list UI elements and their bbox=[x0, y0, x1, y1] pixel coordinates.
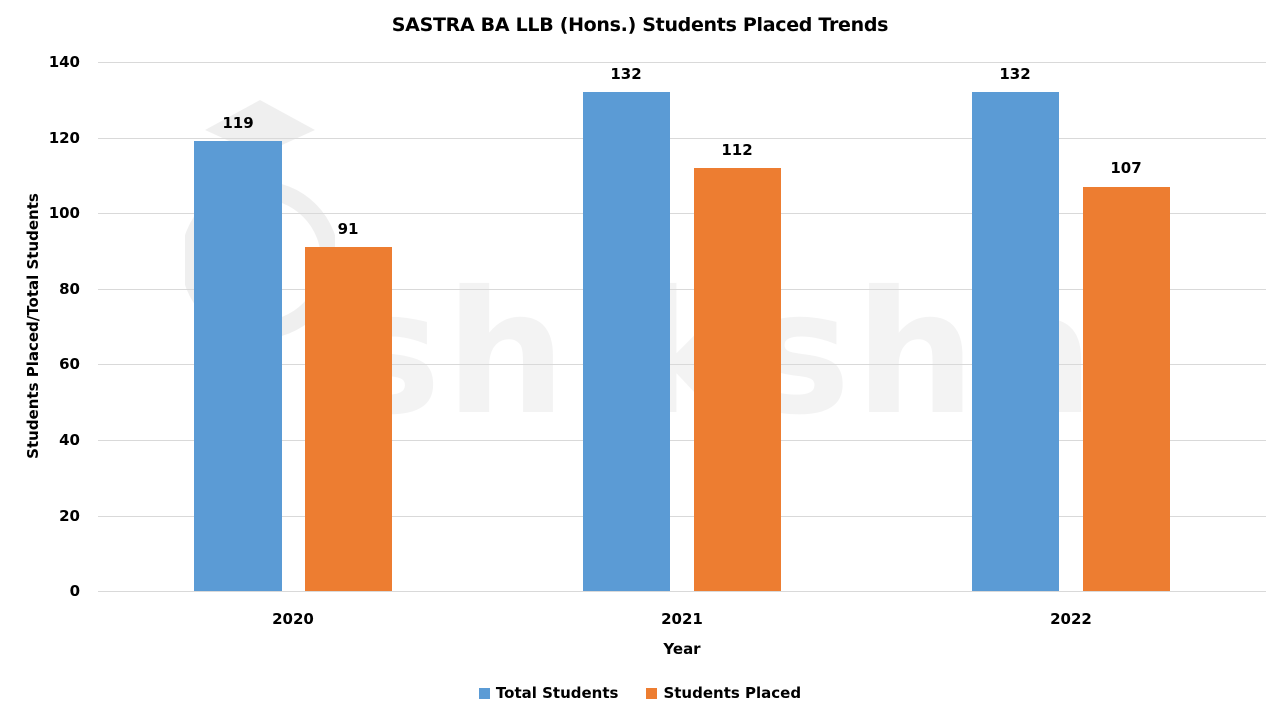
bar-students-placed-2022 bbox=[1083, 187, 1170, 591]
y-tick: 0 bbox=[69, 582, 80, 600]
x-tick: 2021 bbox=[661, 610, 703, 628]
gridline bbox=[98, 138, 1266, 139]
bar-label: 91 bbox=[337, 220, 359, 238]
legend: Total Students Students Placed bbox=[0, 684, 1280, 702]
y-tick: 80 bbox=[59, 280, 80, 298]
chart-title: SASTRA BA LLB (Hons.) Students Placed Tr… bbox=[391, 14, 889, 36]
y-tick: 140 bbox=[48, 53, 80, 71]
bar-total-students-2020 bbox=[194, 141, 282, 591]
bar-students-placed-2020 bbox=[305, 247, 392, 591]
legend-item-total-students: Total Students bbox=[478, 684, 619, 702]
gridline bbox=[98, 213, 1266, 214]
legend-swatch-icon bbox=[646, 687, 658, 699]
y-tick: 100 bbox=[48, 204, 80, 222]
y-tick: 120 bbox=[48, 129, 80, 147]
bar-students-placed-2021 bbox=[694, 168, 781, 591]
bar-label: 112 bbox=[721, 141, 753, 159]
legend-item-students-placed: Students Placed bbox=[646, 684, 801, 702]
y-tick: 60 bbox=[59, 355, 80, 373]
x-axis-line bbox=[98, 591, 1266, 592]
gridline bbox=[98, 440, 1266, 441]
gridline bbox=[98, 364, 1266, 365]
y-tick: 40 bbox=[59, 431, 80, 449]
gridline bbox=[98, 62, 1266, 63]
gridline bbox=[98, 516, 1266, 517]
y-tick: 20 bbox=[59, 507, 80, 525]
legend-label: Total Students bbox=[495, 684, 619, 702]
gridline bbox=[98, 289, 1266, 290]
bar-label: 132 bbox=[999, 65, 1031, 83]
legend-label: Students Placed bbox=[663, 684, 802, 702]
plot-area: 119 91 132 112 132 107 bbox=[98, 62, 1266, 592]
bar-total-students-2021 bbox=[583, 92, 670, 591]
y-axis-label: Students Placed/Total Students bbox=[24, 193, 42, 459]
bar-total-students-2022 bbox=[972, 92, 1059, 591]
x-tick: 2020 bbox=[272, 610, 314, 628]
x-tick: 2022 bbox=[1050, 610, 1092, 628]
bar-label: 107 bbox=[1110, 159, 1142, 177]
bar-label: 119 bbox=[222, 114, 254, 132]
bar-label: 132 bbox=[610, 65, 642, 83]
legend-swatch-icon bbox=[478, 687, 490, 699]
x-axis-label: Year bbox=[663, 640, 701, 658]
